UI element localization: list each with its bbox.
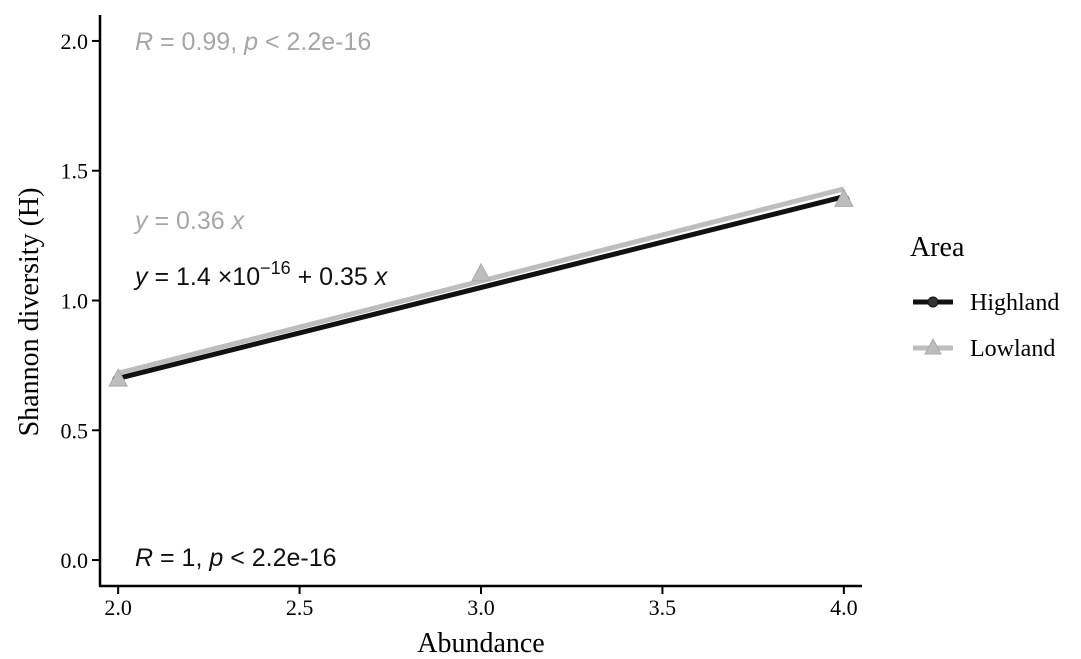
x-ticks: 2.0 2.5 3.0 3.5 4.0 (104, 586, 858, 620)
legend-label-lowland: Lowland (970, 336, 1055, 362)
x-tick-label: 2.5 (286, 595, 314, 620)
x-tick-label: 3.5 (649, 595, 677, 620)
y-axis-label: Shannon diversity (H) (14, 188, 45, 437)
x-tick-label: 3.0 (467, 595, 495, 620)
x-axis-label: Abundance (417, 628, 545, 659)
legend: Area Highland Lowland (910, 232, 1059, 362)
y-tick-label: 0.0 (61, 548, 89, 573)
data-point-lowland (834, 188, 854, 207)
legend-item-lowland: Lowland (913, 336, 1055, 362)
highland-equation-annotation: y = 1.4 ×10−16 + 0.35 x (133, 258, 389, 291)
legend-title: Area (910, 232, 965, 263)
y-tick-label: 1.5 (61, 159, 89, 184)
data-point-lowland (471, 262, 491, 282)
y-tick-label: 0.5 (61, 418, 89, 443)
axes (98, 15, 862, 588)
highland-stats-annotation: R = 1, p < 2.2e-16 (135, 544, 337, 572)
x-tick-label: 4.0 (830, 595, 858, 620)
y-ticks: 0.0 0.5 1.0 1.5 2.0 (61, 29, 100, 573)
x-tick-label: 2.0 (104, 595, 132, 620)
legend-key-lowland-marker (924, 337, 942, 355)
lowland-equation-annotation: y = 0.36 x (133, 207, 246, 235)
legend-item-highland: Highland (913, 290, 1059, 316)
series-layer (108, 186, 854, 387)
y-tick-label: 2.0 (61, 29, 89, 54)
lowland-stats-annotation: R = 0.99, p < 2.2e-16 (135, 28, 371, 56)
data-point-lowland (108, 368, 128, 387)
y-tick-label: 1.0 (61, 289, 89, 314)
legend-key-highland-marker (927, 296, 939, 308)
fit-line-highland (117, 194, 845, 381)
legend-label-highland: Highland (970, 290, 1059, 316)
